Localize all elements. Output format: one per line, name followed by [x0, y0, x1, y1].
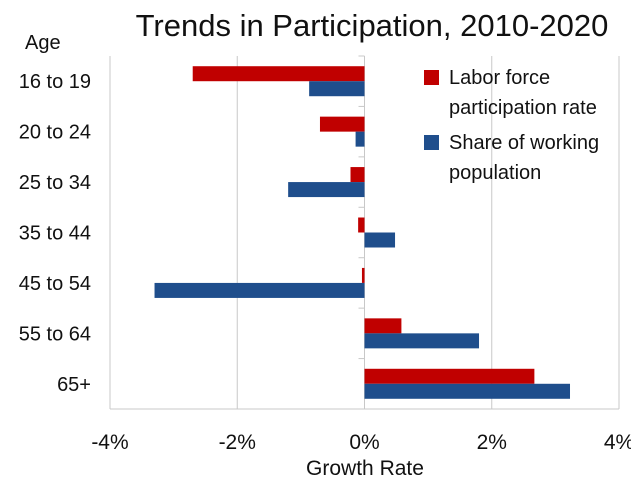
bar-labor-force: [364, 368, 535, 384]
bar-working-population: [355, 131, 365, 147]
legend-label: Labor force: [449, 67, 550, 89]
x-tick-label: 2%: [477, 431, 507, 454]
category-label: 25 to 34: [19, 172, 91, 194]
gridlines: [109, 56, 620, 409]
bars: [154, 66, 571, 399]
x-tick-labels: -4% -2% 0% 2% 4%: [91, 431, 631, 454]
x-axis-label: Growth Rate: [306, 457, 424, 480]
legend-swatch-labor-force: [424, 70, 439, 85]
bar-working-population: [364, 333, 480, 349]
bar-labor-force: [358, 217, 365, 233]
bar-labor-force: [350, 167, 365, 183]
bar-labor-force: [192, 66, 365, 82]
bar-working-population: [364, 383, 571, 399]
legend-label: participation rate: [449, 97, 597, 119]
category-label: 16 to 19: [19, 71, 91, 93]
chart-title: Trends in Participation, 2010-2020: [136, 8, 609, 43]
legend-swatch-working-population: [424, 135, 439, 150]
category-axis-label: Age: [25, 32, 61, 54]
legend: Labor force participation rate Share of wo…: [424, 67, 599, 184]
bar-working-population: [309, 81, 365, 97]
bar-working-population: [288, 182, 365, 198]
bar-labor-force: [361, 267, 365, 283]
bar-labor-force: [319, 116, 365, 132]
category-labels: 16 to 19 20 to 24 25 to 34 35 to 44 45 to 54…: [19, 71, 91, 396]
bar-labor-force: [364, 318, 402, 334]
category-label: 45 to 54: [19, 273, 91, 295]
bar-working-population: [154, 282, 365, 298]
bar-working-population: [364, 232, 396, 248]
legend-label: Share of working: [449, 132, 599, 154]
x-tick-label: 4%: [604, 431, 631, 454]
x-tick-label: -2%: [219, 431, 256, 454]
x-tick-label: -4%: [91, 431, 128, 454]
category-label: 65+: [57, 374, 91, 396]
category-label: 55 to 64: [19, 323, 91, 345]
category-label: 20 to 24: [19, 122, 91, 144]
legend-label: population: [449, 162, 541, 184]
x-tick-label: 0%: [349, 431, 379, 454]
category-label: 35 to 44: [19, 223, 91, 245]
